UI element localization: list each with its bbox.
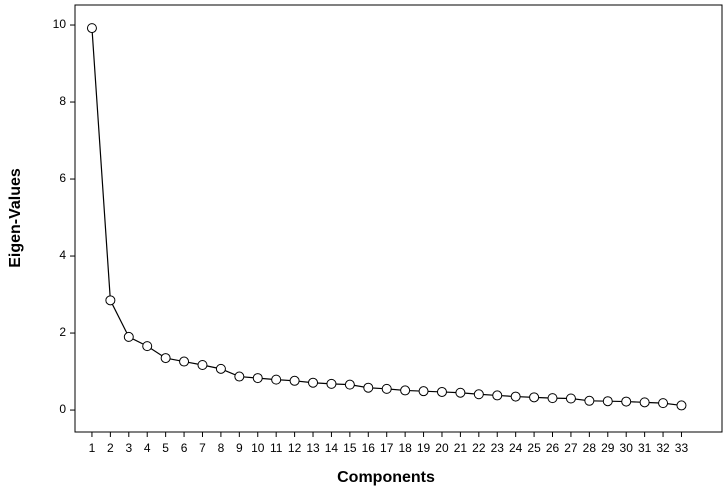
data-point xyxy=(381,383,392,394)
data-point xyxy=(160,353,171,364)
data-point xyxy=(400,385,411,396)
x-tick-label: 9 xyxy=(236,441,243,455)
y-tick-label: 2 xyxy=(59,325,66,339)
x-tick-label: 4 xyxy=(144,441,151,455)
data-point xyxy=(215,363,226,374)
data-point xyxy=(197,360,208,371)
y-tick-label: 8 xyxy=(59,94,66,108)
data-point xyxy=(639,397,650,408)
data-point xyxy=(326,378,337,389)
data-point xyxy=(252,373,263,384)
data-point xyxy=(363,382,374,393)
x-tick-label: 25 xyxy=(527,441,541,455)
data-point xyxy=(271,374,282,385)
data-point xyxy=(510,391,521,402)
y-tick-label: 0 xyxy=(59,402,66,416)
x-tick-label: 5 xyxy=(162,441,169,455)
data-point xyxy=(529,392,540,403)
x-tick-label: 11 xyxy=(270,441,283,455)
data-point xyxy=(123,331,134,342)
x-tick-label: 29 xyxy=(601,441,615,455)
x-axis-title: Components xyxy=(337,469,435,486)
data-point xyxy=(418,386,429,397)
data-point xyxy=(179,356,190,367)
data-point xyxy=(436,386,447,397)
x-tick-label: 30 xyxy=(620,441,634,455)
data-point xyxy=(602,396,613,407)
plot-frame xyxy=(74,4,723,433)
x-tick-label: 13 xyxy=(306,441,320,455)
x-tick-label: 15 xyxy=(343,441,357,455)
x-tick-label: 26 xyxy=(546,441,560,455)
x-tick-label: 27 xyxy=(564,441,578,455)
x-tick-label: 2 xyxy=(107,441,114,455)
data-point xyxy=(142,341,153,352)
data-point xyxy=(584,395,595,406)
data-point xyxy=(621,396,632,407)
y-tick-label: 4 xyxy=(59,248,66,262)
x-tick-label: 10 xyxy=(251,441,265,455)
data-point xyxy=(234,371,245,382)
x-tick-label: 6 xyxy=(181,441,188,455)
x-tick-label: 18 xyxy=(398,441,412,455)
x-tick-label: 7 xyxy=(199,441,206,455)
data-line xyxy=(91,28,682,407)
x-tick-label: 19 xyxy=(417,441,431,455)
data-point xyxy=(658,398,669,409)
x-tick-label: 20 xyxy=(435,441,449,455)
data-point xyxy=(473,389,484,400)
data-point xyxy=(492,390,503,401)
x-tick-label: 21 xyxy=(454,441,468,455)
data-point xyxy=(289,375,300,386)
x-tick-label: 23 xyxy=(491,441,505,455)
x-tick-label: 3 xyxy=(125,441,132,455)
y-axis-title: Eigen-Values xyxy=(7,168,24,268)
x-tick-label: 14 xyxy=(325,441,339,455)
data-point xyxy=(86,23,97,34)
data-point xyxy=(308,377,319,388)
x-tick-label: 8 xyxy=(218,441,225,455)
x-tick-label: 22 xyxy=(472,441,486,455)
x-tick-label: 16 xyxy=(362,441,376,455)
data-point xyxy=(455,387,466,398)
data-point xyxy=(676,400,687,411)
y-tick-label: 6 xyxy=(59,171,66,185)
x-tick-label: 12 xyxy=(288,441,302,455)
x-tick-label: 32 xyxy=(656,441,670,455)
data-point xyxy=(565,393,576,404)
data-point xyxy=(547,393,558,404)
data-point xyxy=(344,379,355,390)
x-tick-label: 31 xyxy=(638,441,652,455)
data-point xyxy=(105,295,116,306)
x-tick-label: 33 xyxy=(675,441,689,455)
x-tick-label: 24 xyxy=(509,441,523,455)
x-tick-label: 1 xyxy=(89,441,96,455)
x-tick-label: 17 xyxy=(380,441,394,455)
x-tick-label: 28 xyxy=(583,441,597,455)
y-tick-label: 10 xyxy=(53,17,67,31)
